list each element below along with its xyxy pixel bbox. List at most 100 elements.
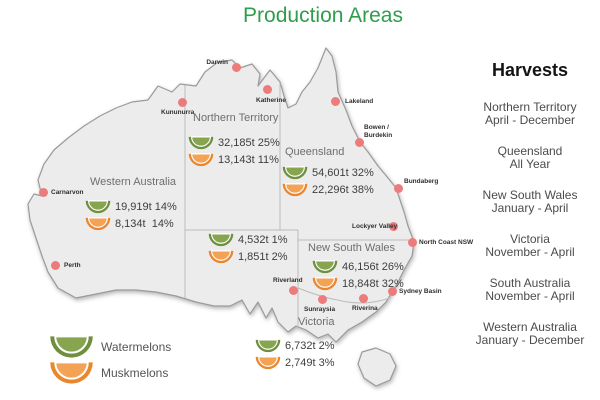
watermelon-value: 54,601t 32%: [312, 167, 374, 179]
harvest-region: Northern Territory: [483, 100, 577, 114]
harvests-title: Harvests: [491, 60, 569, 80]
city-label-riverina: Riverina: [352, 305, 378, 312]
watermelon-icon: [282, 166, 308, 180]
muskmelon-row: 13,143t 11%: [188, 153, 280, 167]
muskmelon-value: 2,749t 3%: [285, 357, 335, 369]
state-label-victoria: Victoria: [298, 316, 335, 328]
region-data-northern-territory: 32,185t 25% 13,143t 11%: [188, 136, 280, 167]
city-marker-lakeland: [331, 97, 340, 106]
city-label-kununurra: Kununurra: [161, 109, 195, 116]
muskmelon-value: 8,134t 14%: [115, 218, 174, 230]
muskmelon-row: 18,848t 32%: [312, 277, 404, 291]
region-data-south-australia: 4,532t 1% 1,851t 2%: [208, 233, 288, 264]
harvest-period: April - December: [484, 113, 575, 127]
muskmelon-value: 13,143t 11%: [218, 154, 279, 166]
city-marker-bowen-burdekin: [355, 138, 364, 147]
watermelon-icon: [188, 136, 214, 150]
city-marker-sydney-basin: [388, 287, 397, 296]
city-marker-katherine: [263, 85, 272, 94]
harvest-entry-south-australia: South Australia November - April: [485, 277, 574, 303]
muskmelon-icon: [208, 250, 234, 264]
harvest-period: January - December: [475, 333, 585, 347]
muskmelon-value: 1,851t 2%: [238, 251, 288, 263]
tasmania-outline: [357, 347, 397, 387]
watermelon-icon: [312, 260, 338, 274]
watermelon-icon: [85, 200, 111, 214]
harvest-period: November - April: [485, 245, 575, 259]
city-label-lakeland: Lakeland: [345, 98, 374, 105]
muskmelon-row: 22,296t 38%: [282, 183, 374, 197]
muskmelon-icon: [255, 356, 281, 370]
harvest-entry-queensland: Queensland All Year: [498, 145, 563, 171]
watermelon-row: 32,185t 25%: [188, 136, 280, 150]
harvest-period: January - April: [491, 201, 569, 215]
city-label-north-coast-nsw: North Coast NSW: [419, 239, 474, 246]
muskmelon-icon: [282, 183, 308, 197]
city-marker-carnarvon: [39, 188, 48, 197]
region-data-queensland: 54,601t 32% 22,296t 38%: [282, 166, 374, 197]
city-label-sydney-basin: Sydney Basin: [399, 288, 442, 295]
city-label-perth: Perth: [64, 262, 81, 269]
city-marker-perth: [51, 261, 60, 270]
muskmelon-row: 1,851t 2%: [208, 250, 288, 264]
watermelon-value: 32,185t 25%: [218, 137, 280, 149]
watermelon-row: 6,732t 2%: [255, 339, 335, 353]
harvest-region: Queensland: [497, 144, 563, 158]
harvest-region: South Australia: [489, 276, 571, 290]
muskmelon-row: 8,134t 14%: [85, 217, 177, 231]
watermelon-value: 6,732t 2%: [285, 340, 335, 352]
city-label-katherine: Katherine: [256, 97, 286, 104]
city-label-carnarvon: Carnarvon: [51, 189, 84, 196]
harvest-region: New South Wales: [482, 188, 578, 202]
city-label-riverland: Riverland: [273, 277, 303, 284]
region-data-victoria: 6,732t 2% 2,749t 3%: [255, 339, 335, 370]
muskmelon-row: 2,749t 3%: [255, 356, 335, 370]
harvest-region: Victoria: [510, 232, 550, 246]
muskmelon-icon: [188, 153, 214, 167]
watermelon-row: 4,532t 1%: [208, 233, 288, 247]
region-data-western-australia: 19,919t 14% 8,134t 14%: [85, 200, 177, 231]
watermelon-icon: [50, 335, 93, 358]
harvest-entry-victoria: Victoria November - April: [485, 233, 574, 259]
legend-muskmelons-label: Muskmelons: [101, 366, 169, 380]
watermelon-value: 46,156t 26%: [342, 261, 404, 273]
watermelon-icon: [255, 339, 281, 353]
muskmelon-icon: [85, 217, 111, 231]
city-marker-riverina: [359, 294, 368, 303]
page-title: Production Areas: [243, 4, 403, 27]
legend: Watermelons Muskmelons: [49, 335, 171, 385]
legend-muskmelons: Muskmelons: [49, 361, 171, 385]
watermelon-row: 54,601t 32%: [282, 166, 374, 180]
harvest-entry-new-south-wales: New South Wales January - April: [483, 189, 578, 215]
harvest-period: November - April: [485, 289, 575, 303]
harvest-region: Western Australia: [483, 320, 577, 334]
watermelon-row: 46,156t 26%: [312, 260, 404, 274]
watermelon-row: 19,919t 14%: [85, 200, 177, 214]
state-borders: [184, 83, 413, 327]
watermelon-value: 19,919t 14%: [115, 201, 177, 213]
harvest-entry-northern-territory: Northern Territory April - December: [483, 101, 576, 127]
muskmelon-icon: [50, 361, 93, 384]
harvests-panel: Harvests Northern Territory April - Dece…: [460, 60, 600, 365]
legend-watermelons-label: Watermelons: [101, 340, 172, 354]
watermelon-value: 4,532t 1%: [238, 234, 288, 246]
city-marker-bundaberg: [394, 184, 403, 193]
city-label-darwin: Darwin: [206, 59, 228, 66]
city-label-bundaberg: Bundaberg: [404, 178, 439, 185]
region-data-new-south-wales: 46,156t 26% 18,848t 32%: [312, 260, 404, 291]
state-label-northern-territory: Northern Territory: [193, 112, 279, 124]
harvest-entry-western-australia: Western Australia January - December: [476, 321, 585, 347]
city-marker-riverland: [289, 286, 298, 295]
city-marker-lockyer-valley: [389, 222, 398, 231]
state-label-new-south-wales: New South Wales: [308, 242, 396, 254]
legend-watermelons: Watermelons: [49, 335, 171, 359]
muskmelon-value: 18,848t 32%: [342, 278, 404, 290]
muskmelon-icon: [312, 277, 338, 291]
state-label-western-australia: Western Australia: [90, 176, 177, 188]
city-marker-north-coast-nsw: [408, 238, 417, 247]
city-marker-kununurra: [178, 98, 187, 107]
city-label-bowen-burdekin: Bowen / Burdekin: [364, 124, 393, 139]
muskmelon-value: 22,296t 38%: [312, 184, 374, 196]
harvest-period: All Year: [509, 157, 551, 171]
